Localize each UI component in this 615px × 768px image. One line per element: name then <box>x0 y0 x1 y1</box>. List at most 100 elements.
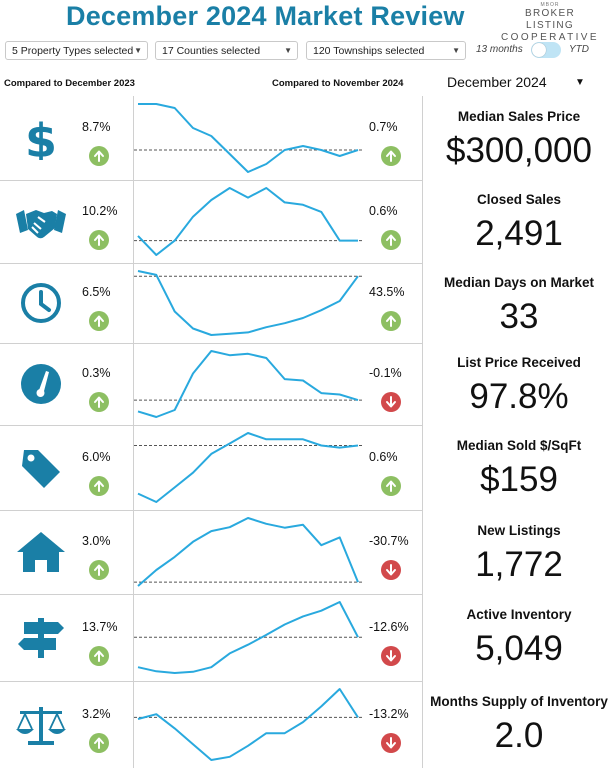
metric-row: $8.7% 0.7% Median Sales Price $300,000 <box>0 96 615 180</box>
metric-row: 6.0% 0.6% Median Sold $/SqFt $159 <box>0 425 615 510</box>
metric-value: 33 <box>499 297 539 336</box>
metric-label: List Price Received <box>457 355 581 370</box>
metric-value: 97.8% <box>469 377 569 416</box>
arrow-up-icon <box>381 476 401 496</box>
gauge-icon <box>14 362 68 406</box>
metric-label: Months Supply of Inventory <box>430 694 608 709</box>
yoy-change: 6.5% <box>82 285 111 299</box>
trend-line <box>137 350 359 418</box>
months-toggle-label: 13 months <box>476 44 523 55</box>
trend-line <box>137 187 358 256</box>
row-divider <box>0 180 422 181</box>
sparkline <box>134 350 362 418</box>
svg-text:$: $ <box>25 116 57 160</box>
mom-change: -13.2% <box>369 707 409 721</box>
house-icon <box>14 530 68 574</box>
broker-listing-cooperative-logo: MBOR BROKER LISTING COOPERATIVE <box>501 2 599 43</box>
sparkline <box>134 432 362 503</box>
trend-line <box>137 270 359 336</box>
metric-value: 5,049 <box>475 629 563 668</box>
arrow-up-icon <box>89 311 109 331</box>
arrow-up-icon <box>89 230 109 250</box>
metric-value: 2,491 <box>475 214 563 253</box>
trend-line <box>138 103 359 173</box>
arrow-up-icon <box>89 476 109 496</box>
scales-icon <box>14 703 68 747</box>
toggle-knob <box>532 43 546 57</box>
counties-dropdown[interactable]: 17 Counties selected ▼ <box>155 41 298 60</box>
dollar-icon: $ <box>14 114 68 168</box>
metric-row: 13.7% -12.6% Active Inventory 5,049 <box>0 594 615 681</box>
row-divider <box>0 510 422 511</box>
arrow-up-icon <box>381 230 401 250</box>
arrow-up-icon <box>89 146 109 166</box>
yoy-change: 3.0% <box>82 534 111 548</box>
metric-value: 1,772 <box>475 545 563 584</box>
clock-icon <box>14 281 68 325</box>
yoy-change: 13.7% <box>82 620 118 634</box>
sparkline <box>134 103 362 173</box>
arrow-down-icon <box>381 646 401 666</box>
filter-bar: 5 Property Types selected ▼ 17 Counties … <box>0 41 615 61</box>
metric-value: 2.0 <box>494 716 544 755</box>
metric-label: Closed Sales <box>476 192 562 207</box>
handshake-icon <box>14 200 68 244</box>
metric-row: 3.0% -30.7% New Listings 1,772 <box>0 510 615 594</box>
mom-change: 0.6% <box>369 204 398 218</box>
arrow-up-icon <box>89 646 109 666</box>
metric-value: $159 <box>480 460 558 499</box>
arrow-up-icon <box>89 392 109 412</box>
row-divider <box>0 594 422 595</box>
metric-label: Median Sold $/SqFt <box>456 438 582 453</box>
arrow-up-icon <box>381 146 401 166</box>
townships-dropdown[interactable]: 120 Townships selected ▼ <box>306 41 466 60</box>
property-types-dropdown[interactable]: 5 Property Types selected ▼ <box>5 41 148 60</box>
yoy-change: 8.7% <box>82 120 111 134</box>
yoy-change: 10.2% <box>82 204 118 218</box>
metric-value: $300,000 <box>446 131 592 170</box>
sparkline <box>134 688 362 761</box>
sparkline <box>134 601 362 674</box>
sparkline <box>134 517 362 587</box>
row-divider <box>0 343 422 344</box>
arrow-down-icon <box>381 392 401 412</box>
period-dropdown[interactable]: December 2024 <box>447 74 547 90</box>
metric-row: 6.5% 43.5% Median Days on Market 33 <box>0 263 615 343</box>
page-title: December 2024 Market Review <box>66 1 465 31</box>
mom-change: -0.1% <box>369 366 402 380</box>
mom-change: 0.6% <box>369 450 398 464</box>
caret-down-icon[interactable]: ▼ <box>575 77 585 88</box>
metric-row: 10.2% 0.6% Closed Sales 2,491 <box>0 180 615 263</box>
mom-change: -30.7% <box>369 534 409 548</box>
metric-label: Median Sales Price <box>457 109 581 124</box>
arrow-down-icon <box>381 733 401 753</box>
tag-icon <box>14 446 68 490</box>
signpost-icon <box>14 616 68 660</box>
metric-label: Median Days on Market <box>443 275 595 290</box>
mom-change: 43.5% <box>369 285 405 299</box>
column-divider <box>422 96 423 768</box>
trend-line <box>137 688 359 761</box>
arrow-up-icon <box>89 560 109 580</box>
compare-month-label: Compared to November 2024 <box>272 78 404 89</box>
trend-line <box>137 432 359 503</box>
ytd-toggle-label: YTD <box>569 44 589 55</box>
arrow-up-icon <box>89 733 109 753</box>
row-divider <box>0 681 422 682</box>
compare-year-label: Compared to December 2023 <box>4 78 135 89</box>
trend-line <box>137 601 359 674</box>
row-divider <box>0 425 422 426</box>
report-header: December 2024 Market Review MBOR BROKER … <box>0 0 615 43</box>
yoy-change: 3.2% <box>82 707 111 721</box>
mom-change: 0.7% <box>369 120 398 134</box>
metric-row: 3.2% -13.2% Months Supply of Inventory 2.0 <box>0 681 615 768</box>
metric-label: Active Inventory <box>466 607 572 622</box>
yoy-change: 6.0% <box>82 450 111 464</box>
months-ytd-toggle[interactable] <box>531 42 561 58</box>
column-divider <box>133 96 134 768</box>
mom-change: -12.6% <box>369 620 409 634</box>
sparkline <box>134 270 362 336</box>
arrow-down-icon <box>381 560 401 580</box>
arrow-up-icon <box>381 311 401 331</box>
metric-row: 0.3% -0.1% List Price Received 97.8% <box>0 343 615 425</box>
